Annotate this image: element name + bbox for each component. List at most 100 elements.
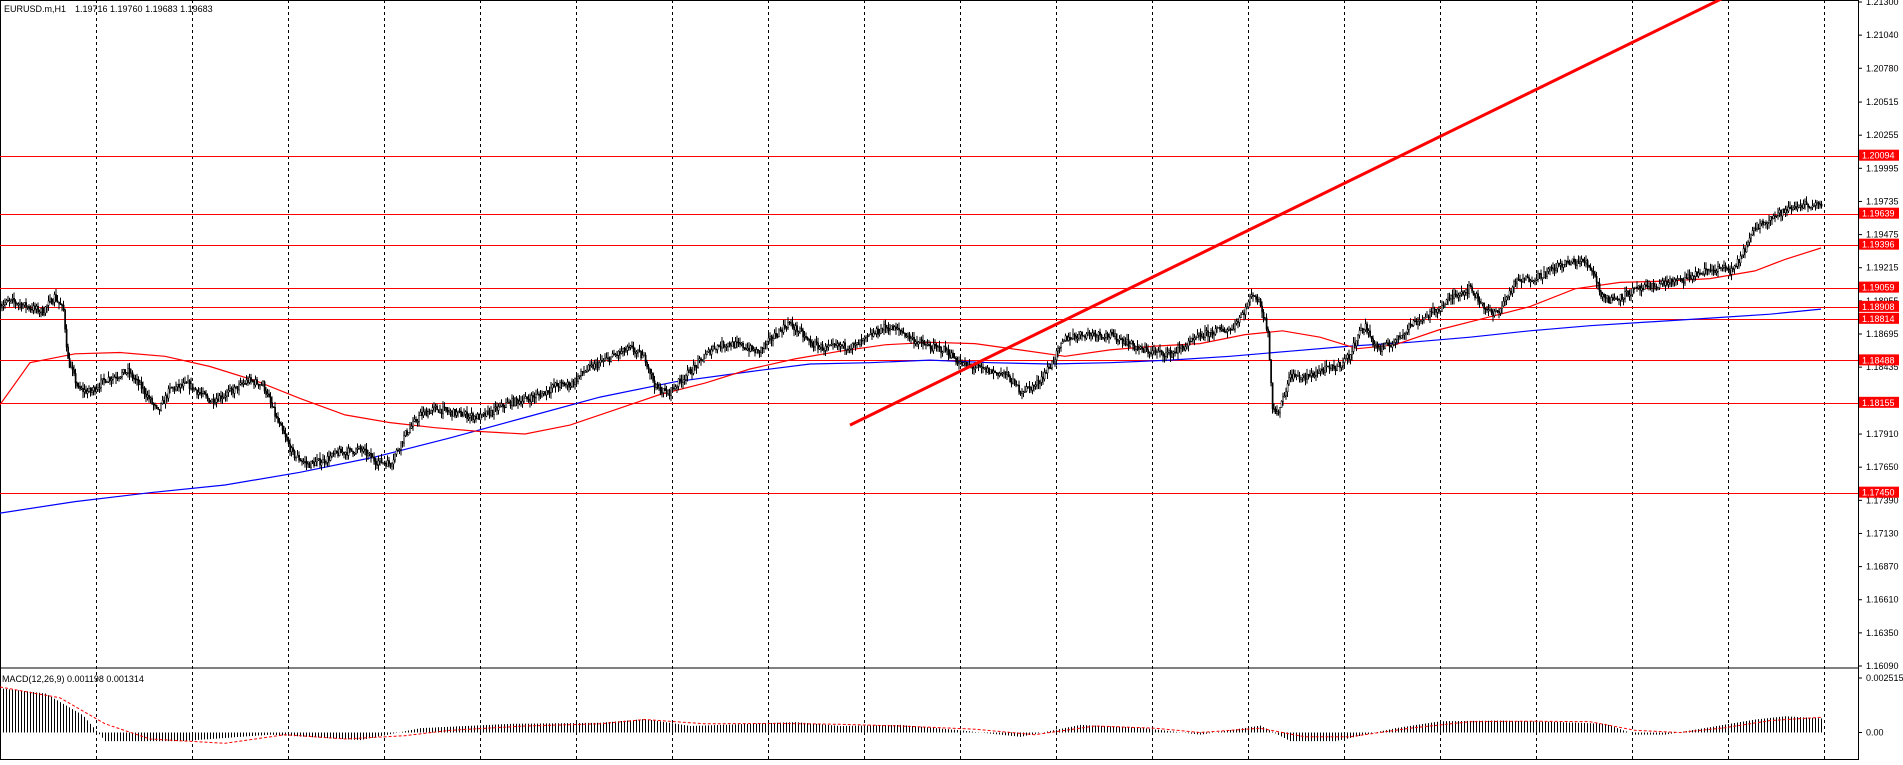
candle-body bbox=[965, 361, 968, 366]
candle-body bbox=[1565, 260, 1568, 262]
candle-body bbox=[560, 382, 563, 384]
candle-body bbox=[1514, 281, 1517, 285]
candle-body bbox=[1297, 374, 1299, 377]
candle-body bbox=[836, 343, 839, 346]
candle-body bbox=[430, 409, 432, 414]
candle-body bbox=[203, 391, 206, 395]
candle-body bbox=[1, 305, 3, 309]
candle-body bbox=[1220, 328, 1223, 331]
candle-body bbox=[862, 338, 864, 341]
candle-body bbox=[742, 342, 744, 348]
candle-body bbox=[8, 300, 11, 302]
trendline-segment[interactable] bbox=[849, 91, 1531, 427]
candle-body bbox=[463, 413, 465, 417]
trendline[interactable] bbox=[849, 0, 1858, 427]
candle-body bbox=[292, 447, 294, 452]
candle-body bbox=[1031, 384, 1034, 391]
candle-body bbox=[16, 303, 18, 305]
candle-body bbox=[806, 337, 809, 340]
candle-body bbox=[304, 461, 306, 463]
candle-body bbox=[508, 400, 510, 403]
candle-body bbox=[119, 376, 122, 378]
candle-body bbox=[1253, 295, 1256, 297]
candle-body bbox=[1348, 354, 1350, 360]
candle-body bbox=[95, 388, 98, 393]
candle-body bbox=[1088, 332, 1091, 334]
candle-body bbox=[1322, 369, 1325, 373]
candle-body bbox=[638, 349, 641, 352]
candle-body bbox=[1474, 294, 1476, 299]
candle-body bbox=[1684, 277, 1686, 284]
candle-body bbox=[128, 368, 131, 375]
candle-body bbox=[302, 461, 305, 463]
candle-body bbox=[1133, 345, 1136, 350]
candle-body bbox=[1172, 351, 1175, 354]
candlesticks bbox=[0, 196, 1823, 471]
candle-body bbox=[1777, 212, 1779, 216]
candle-body bbox=[43, 312, 45, 316]
candle-body bbox=[1099, 331, 1101, 336]
candle-body bbox=[1354, 342, 1356, 347]
candle-body bbox=[469, 415, 471, 418]
candle-body bbox=[1742, 248, 1745, 256]
trendline-extension[interactable] bbox=[1529, 0, 1858, 94]
candle-body bbox=[1045, 372, 1047, 374]
candle-body bbox=[1472, 290, 1475, 296]
candle-body bbox=[1181, 345, 1184, 349]
candle-body bbox=[1492, 312, 1494, 317]
candle-body bbox=[1759, 222, 1761, 229]
candle-body bbox=[1658, 283, 1661, 288]
candle-body bbox=[1312, 372, 1314, 377]
candle-body bbox=[884, 324, 887, 328]
candle-body bbox=[1105, 333, 1107, 338]
candle-body bbox=[1448, 297, 1451, 300]
candle-body bbox=[775, 333, 777, 337]
candle-body bbox=[1261, 305, 1263, 313]
candle-body bbox=[1226, 329, 1229, 332]
candle-body bbox=[265, 390, 267, 395]
candle-body bbox=[1423, 317, 1425, 321]
candle-body bbox=[725, 345, 728, 348]
candle-body bbox=[580, 371, 582, 376]
candle-body bbox=[958, 362, 960, 365]
candle-body bbox=[1441, 305, 1443, 312]
candle-body bbox=[1102, 337, 1104, 339]
candle-body bbox=[10, 299, 12, 301]
candle-body bbox=[1358, 330, 1361, 336]
candle-body bbox=[275, 416, 278, 418]
candle-body bbox=[1240, 314, 1242, 318]
candle-body bbox=[1072, 334, 1074, 339]
candle-body bbox=[1109, 332, 1112, 338]
candle-body bbox=[829, 344, 831, 347]
candle-body bbox=[62, 304, 65, 311]
candle-body bbox=[961, 361, 963, 366]
candle-body bbox=[1292, 373, 1295, 380]
candle-body bbox=[703, 357, 705, 362]
price-axis: 1.21300 1.21040 1.20780 1.20515 1.20255 1.199… bbox=[1858, 0, 1903, 760]
candle-body bbox=[79, 386, 81, 390]
candle-body bbox=[1520, 280, 1523, 283]
candle-body bbox=[1511, 286, 1514, 294]
candle-body bbox=[451, 410, 453, 417]
candle-body bbox=[385, 463, 387, 467]
candle-body bbox=[1489, 309, 1491, 311]
candle-body bbox=[950, 352, 953, 359]
candle-body bbox=[65, 328, 68, 348]
candle-body bbox=[886, 327, 888, 329]
candle-body bbox=[364, 448, 366, 451]
candle-body bbox=[1316, 371, 1319, 374]
candle-body bbox=[907, 333, 909, 337]
candle-body bbox=[1553, 267, 1556, 271]
candle-body bbox=[323, 458, 326, 464]
candle-body bbox=[1151, 350, 1154, 355]
candle-body bbox=[1336, 366, 1338, 372]
candle-body bbox=[211, 398, 213, 403]
candle-body bbox=[584, 370, 587, 373]
candle-body bbox=[1631, 288, 1634, 295]
candle-body bbox=[310, 461, 312, 468]
candle-body bbox=[125, 372, 128, 375]
candle-body bbox=[812, 345, 815, 348]
candle-body bbox=[991, 369, 993, 374]
